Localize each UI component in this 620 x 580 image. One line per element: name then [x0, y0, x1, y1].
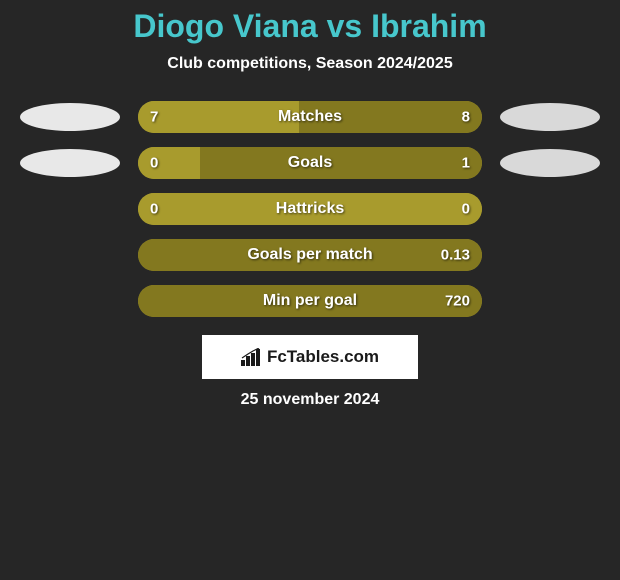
bar-right-value: 8 [462, 109, 470, 126]
oval-spacer [20, 195, 120, 223]
bar-right-value: 720 [445, 293, 470, 310]
date-text: 25 november 2024 [0, 391, 620, 409]
oval-spacer [500, 287, 600, 315]
stat-row-goals-per-match: Goals per match 0.13 [0, 239, 620, 271]
bar-label: Goals per match [247, 246, 372, 264]
oval-spacer [20, 287, 120, 315]
oval-spacer [500, 195, 600, 223]
page-title: Diogo Viana vs Ibrahim [0, 8, 620, 45]
bar-left-segment [138, 101, 299, 133]
player-right-oval [500, 149, 600, 177]
bar-label: Hattricks [276, 200, 344, 218]
stat-bar-min-per-goal: Min per goal 720 [138, 285, 482, 317]
oval-spacer [500, 241, 600, 269]
player-left-oval [20, 149, 120, 177]
stat-bar-goals-per-match: Goals per match 0.13 [138, 239, 482, 271]
bar-right-value: 0 [462, 201, 470, 218]
stat-row-hattricks: 0 Hattricks 0 [0, 193, 620, 225]
oval-spacer [20, 241, 120, 269]
bars-list: 7 Matches 8 0 Goals 1 0 Hattricks 0 Goals per mat… [0, 101, 620, 317]
bar-left-value: 7 [150, 109, 158, 126]
stat-bar-goals: 0 Goals 1 [138, 147, 482, 179]
brand-chart-icon [241, 348, 263, 366]
stat-row-min-per-goal: Min per goal 720 [0, 285, 620, 317]
bar-left-segment [138, 147, 200, 179]
brand-text: FcTables.com [267, 347, 379, 367]
bar-left-value: 0 [150, 201, 158, 218]
bar-label: Min per goal [263, 292, 357, 310]
bar-label: Goals [288, 154, 332, 172]
stat-bar-hattricks: 0 Hattricks 0 [138, 193, 482, 225]
subtitle: Club competitions, Season 2024/2025 [0, 55, 620, 73]
bar-label: Matches [278, 108, 342, 126]
bar-right-value: 1 [462, 155, 470, 172]
player-right-oval [500, 103, 600, 131]
bar-right-segment [200, 147, 482, 179]
stat-bar-matches: 7 Matches 8 [138, 101, 482, 133]
stat-row-goals: 0 Goals 1 [0, 147, 620, 179]
stat-row-matches: 7 Matches 8 [0, 101, 620, 133]
player-left-oval [20, 103, 120, 131]
brand-badge[interactable]: FcTables.com [202, 335, 418, 379]
comparison-card: Diogo Viana vs Ibrahim Club competitions… [0, 0, 620, 409]
bar-left-value: 0 [150, 155, 158, 172]
bar-right-value: 0.13 [441, 247, 470, 264]
